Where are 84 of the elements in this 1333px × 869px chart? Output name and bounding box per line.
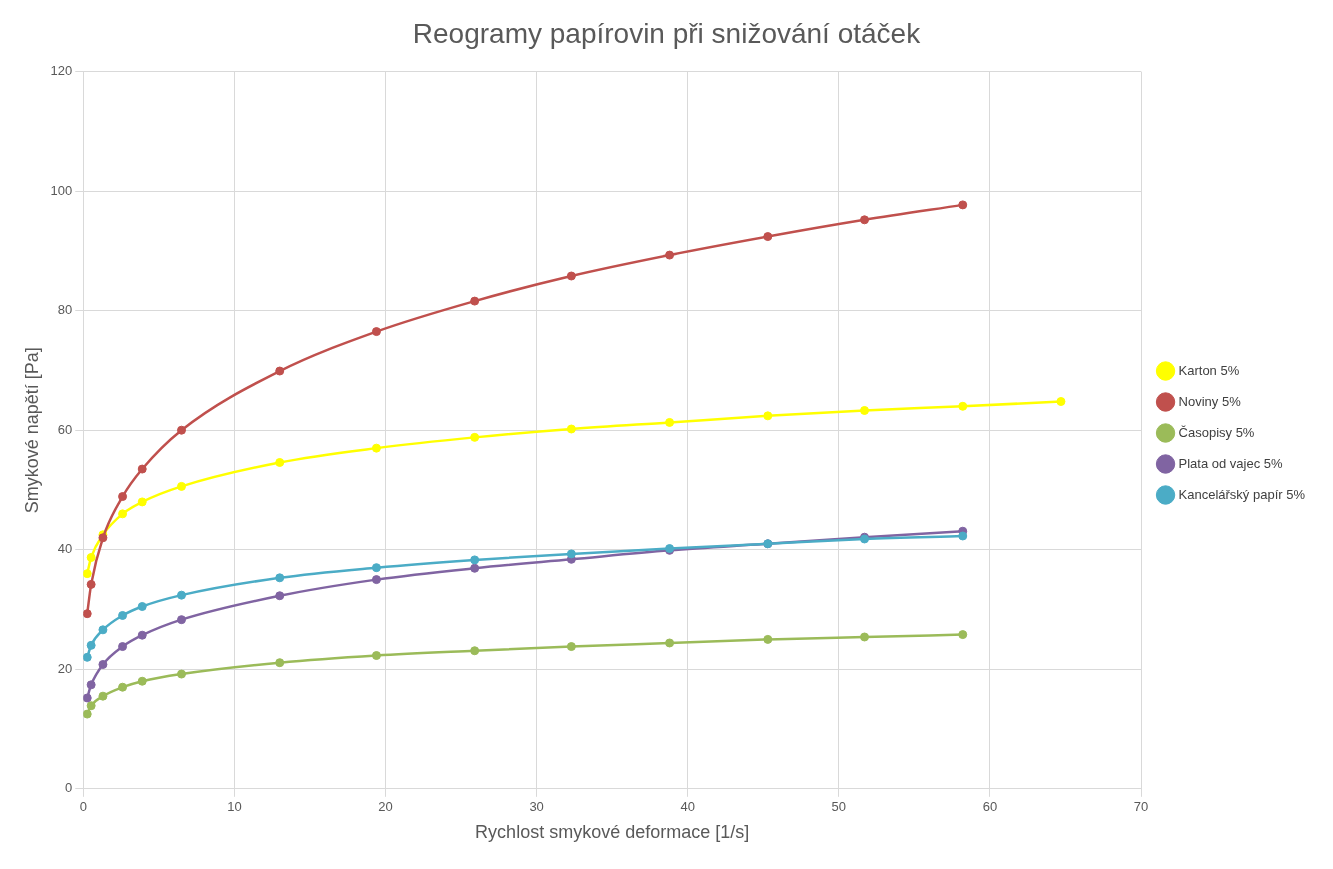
legend-label: Kancelářský papír 5% [1178, 486, 1306, 502]
point [371, 327, 381, 337]
point [118, 610, 128, 620]
point [177, 590, 187, 600]
point [763, 411, 773, 421]
y-axis-title: Smykové napětí [Pa] [21, 347, 42, 514]
point [118, 492, 128, 502]
point [98, 691, 108, 701]
point [137, 464, 147, 474]
x-tick-label: 30 [529, 799, 544, 815]
point [566, 424, 576, 434]
point [98, 625, 108, 635]
point [470, 563, 480, 573]
point [177, 481, 187, 491]
x-tick-label: 50 [831, 799, 847, 815]
y-tick-label: 120 [50, 63, 73, 79]
point [470, 555, 480, 565]
x-tick-label: 20 [378, 799, 393, 815]
chart-title: Reogramy papírovin při snižování otáček [412, 17, 922, 49]
y-tick-label: 0 [65, 780, 73, 796]
legend-label: Plata od vajec 5% [1178, 455, 1284, 471]
point [860, 215, 870, 225]
point [177, 669, 187, 679]
point [470, 432, 480, 442]
point [371, 575, 381, 585]
legend-label: Časopisy 5% [1178, 424, 1255, 440]
point [371, 443, 381, 453]
point [86, 680, 96, 690]
point [275, 591, 285, 601]
point [958, 401, 968, 411]
point [137, 497, 147, 507]
y-tick-label: 20 [57, 660, 73, 676]
point [566, 271, 576, 281]
point [1056, 397, 1066, 407]
point [665, 417, 675, 427]
point [763, 232, 773, 242]
point [275, 457, 285, 467]
point [118, 509, 128, 519]
point [371, 563, 381, 573]
x-tick-label: 60 [982, 799, 998, 815]
point [958, 200, 968, 210]
point [83, 709, 92, 719]
point [371, 651, 381, 661]
point [177, 615, 187, 625]
point [275, 573, 285, 583]
x-axis-title: Rychlost smykové deformace [1/s] [475, 822, 750, 843]
point [763, 634, 773, 644]
x-tick-label: 10 [227, 799, 242, 815]
point [83, 652, 92, 662]
point [137, 676, 147, 686]
point [566, 642, 576, 652]
y-tick-label: 60 [57, 421, 73, 437]
point [118, 682, 128, 692]
point [958, 531, 968, 541]
point [83, 693, 92, 703]
y-tick-label: 40 [57, 541, 73, 557]
point [470, 646, 480, 656]
point [958, 630, 968, 640]
point [86, 553, 96, 562]
x-tick-label: 40 [680, 799, 695, 815]
point [83, 569, 92, 579]
point [860, 405, 870, 415]
x-tick-label: 70 [1133, 799, 1149, 815]
y-tick-label: 100 [50, 182, 73, 198]
point [118, 642, 128, 652]
point [86, 579, 96, 589]
point [665, 638, 675, 648]
point [86, 701, 96, 711]
point [83, 609, 92, 619]
x-tick-label: 0 [79, 799, 87, 815]
point [665, 250, 675, 260]
point [860, 632, 870, 642]
point [566, 549, 576, 559]
legend-label: Karton 5% [1178, 362, 1240, 378]
point [177, 425, 187, 435]
y-tick-label: 80 [57, 302, 73, 318]
point [137, 602, 147, 612]
point [275, 658, 285, 668]
point [470, 296, 480, 306]
point [98, 659, 108, 669]
point [86, 640, 96, 650]
point [137, 630, 147, 640]
point [275, 366, 285, 376]
legend-label: Noviny 5% [1178, 393, 1242, 409]
